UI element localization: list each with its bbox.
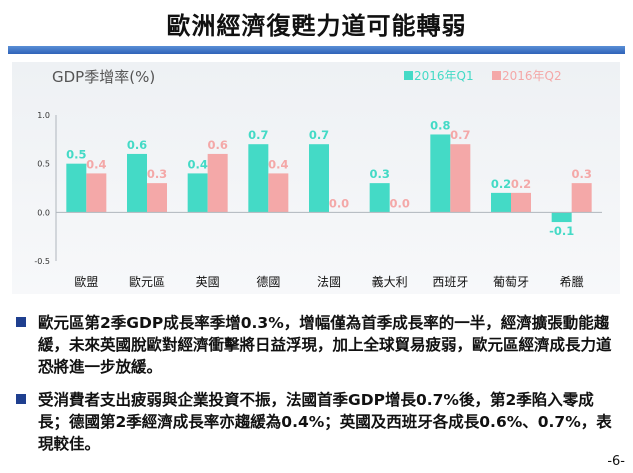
bar-q1 <box>187 173 208 213</box>
data-label: 0.6 <box>207 138 227 152</box>
data-label: 0.5 <box>66 148 86 162</box>
bullet-text: 歐元區第2季GDP成長率季增0.3%，增幅僅為首季成長率的一半，經濟擴張動能趨緩… <box>38 314 612 376</box>
data-label: 0.3 <box>571 167 591 181</box>
page-number: -6- <box>607 454 625 469</box>
x-tick-label: 歐盟 <box>74 274 98 289</box>
data-label: -0.1 <box>549 224 574 238</box>
x-tick-label: 英國 <box>196 275 220 289</box>
bar-q1 <box>369 183 390 213</box>
y-tick-label: 0.0 <box>37 208 50 217</box>
y-tick-label: 1.0 <box>37 111 50 120</box>
legend-swatch <box>404 71 413 80</box>
data-label: 0.3 <box>147 167 167 181</box>
data-label: 0.7 <box>309 128 329 142</box>
bullet-square-icon <box>16 317 26 327</box>
slide-title: 歐洲經濟復甦力道可能轉弱 <box>166 12 467 40</box>
x-tick-label: 法國 <box>317 275 341 289</box>
bar-q1 <box>551 212 572 223</box>
data-label: 0.6 <box>127 138 147 152</box>
bar-q2 <box>450 144 471 213</box>
data-label: 0.0 <box>389 196 409 210</box>
bullet-item: 歐元區第2季GDP成長率季增0.3%，增幅僅為首季成長率的一半，經濟擴張動能趨緩… <box>14 312 624 378</box>
bar-q2 <box>207 153 228 213</box>
bar-q1 <box>66 163 87 213</box>
bar-q1 <box>309 144 329 213</box>
bar-q1 <box>127 153 147 213</box>
chart-title: GDP季增率(%) <box>52 68 155 86</box>
legend-swatch <box>492 71 501 80</box>
bar-q2 <box>268 173 289 213</box>
bar-q1 <box>248 144 269 213</box>
x-tick-label: 葡萄牙 <box>493 275 529 289</box>
bar-q2 <box>86 173 107 213</box>
data-label: 0.7 <box>248 128 268 142</box>
x-tick-label: 義大利 <box>372 274 408 289</box>
data-label: 0.0 <box>329 196 349 210</box>
x-tick-label: 德國 <box>256 274 280 289</box>
bullet-square-icon <box>16 394 26 404</box>
bar-q1 <box>430 134 451 213</box>
data-label: 0.4 <box>268 157 288 171</box>
y-tick-label: -0.5 <box>34 257 50 266</box>
bar-q2 <box>571 183 592 213</box>
bullet-text: 受消費者支出疲弱與企業投資不振，法國首季GDP增長0.7%後，第2季陷入零成長；… <box>38 391 612 453</box>
legend-label: 2016年Q1 <box>414 69 474 83</box>
data-label: 0.8 <box>430 118 450 132</box>
data-label: 0.7 <box>450 128 470 142</box>
x-tick-label: 西班牙 <box>432 275 468 289</box>
bar-q2 <box>147 183 167 213</box>
title-underline <box>8 46 625 54</box>
bar-q2 <box>511 192 531 213</box>
data-label: 0.2 <box>491 177 511 191</box>
bar-q1 <box>491 192 511 213</box>
data-label: 0.3 <box>369 167 389 181</box>
data-label: 0.4 <box>187 157 207 171</box>
legend-label: 2016年Q2 <box>502 69 562 83</box>
bullet-list: 歐元區第2季GDP成長率季增0.3%，增幅僅為首季成長率的一半，經濟擴張動能趨緩… <box>14 312 624 466</box>
x-tick-label: 歐元區 <box>129 274 165 289</box>
y-tick-label: 0.5 <box>37 160 50 169</box>
bullet-item: 受消費者支出疲弱與企業投資不振，法國首季GDP增長0.7%後，第2季陷入零成長；… <box>14 389 624 455</box>
x-tick-label: 希臘 <box>560 274 584 289</box>
chart-panel: GDP季增率(%) 2016年Q1 2016年Q2 -0.5 0.0 0.5 1.0 0.5 0… <box>12 62 620 294</box>
data-label: 0.2 <box>511 177 531 191</box>
gdp-bar-chart: GDP季增率(%) 2016年Q1 2016年Q2-0.50.00.51.00.50… <box>34 68 602 289</box>
data-label: 0.4 <box>86 157 106 171</box>
